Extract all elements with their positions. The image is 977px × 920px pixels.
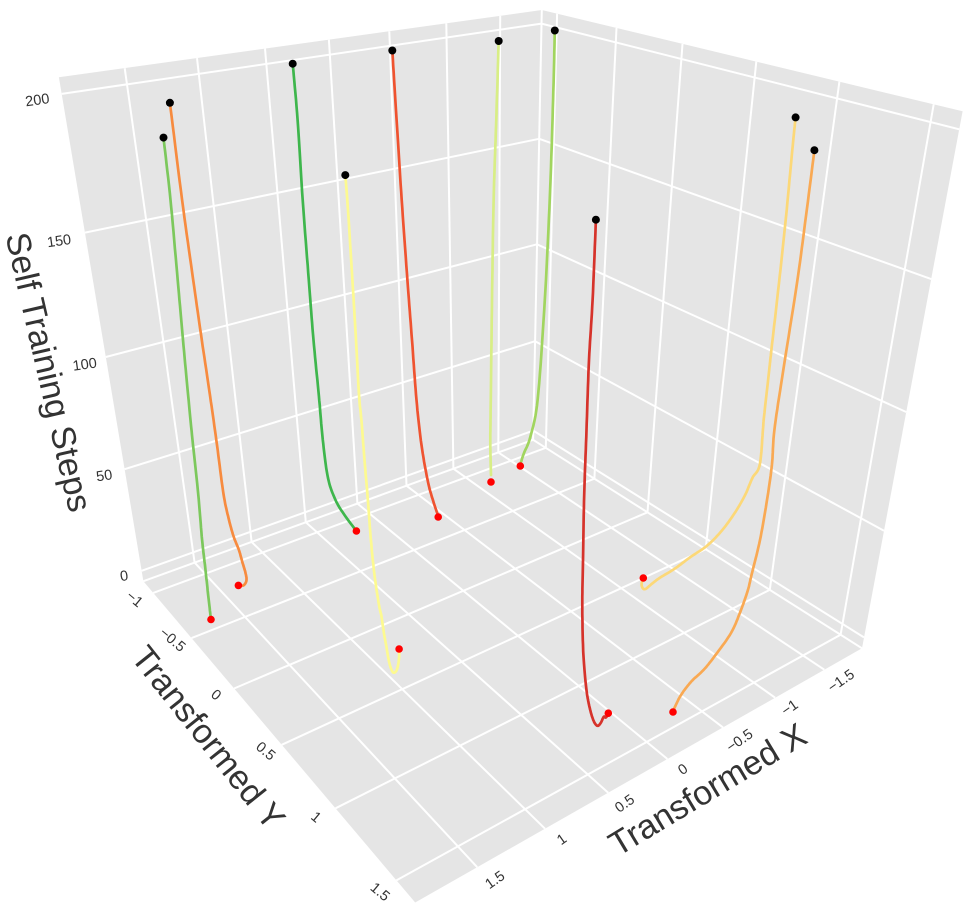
svg-text:−1: −1	[779, 697, 802, 720]
svg-text:200: 200	[24, 91, 50, 110]
svg-text:50: 50	[95, 467, 113, 485]
svg-text:150: 150	[46, 232, 72, 251]
svg-text:100: 100	[72, 355, 98, 374]
svg-text:0: 0	[119, 568, 129, 585]
